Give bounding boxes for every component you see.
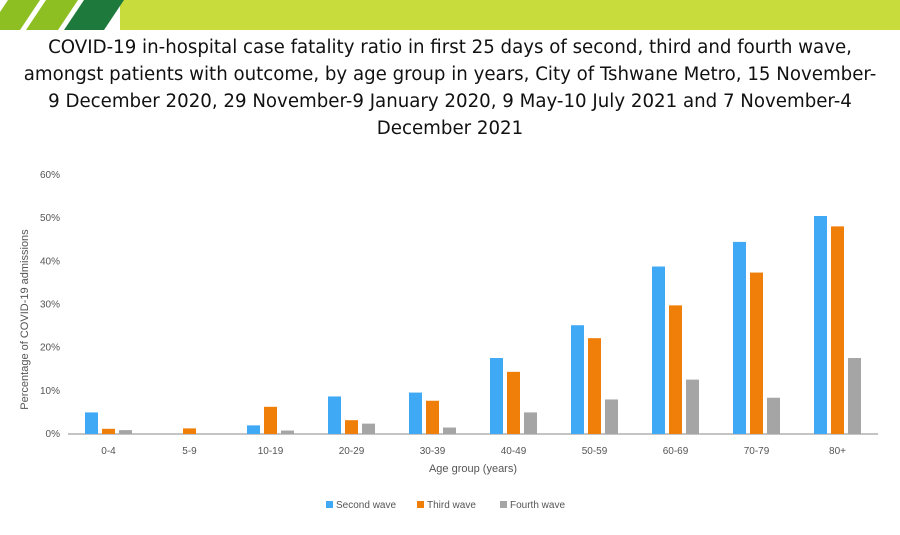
chart-title: COVID-19 in-hospital case fatality ratio… xyxy=(23,37,877,139)
bar xyxy=(831,226,844,434)
bar xyxy=(183,428,196,434)
x-tick-label: 60-69 xyxy=(663,446,689,457)
x-tick-label: 70-79 xyxy=(744,446,770,457)
bar xyxy=(652,266,665,434)
y-tick-label: 20% xyxy=(40,343,60,354)
bar xyxy=(443,427,456,434)
banner-bar xyxy=(120,0,900,30)
bar xyxy=(345,420,358,434)
bar xyxy=(767,397,780,434)
bar xyxy=(686,379,699,434)
bar xyxy=(85,412,98,434)
x-axis-title: Age group (years) xyxy=(429,463,517,475)
y-tick-label: 0% xyxy=(46,429,61,440)
bar xyxy=(281,430,294,434)
bar xyxy=(733,241,746,434)
x-tick-label: 5-9 xyxy=(182,446,197,457)
x-tick-label: 80+ xyxy=(829,446,846,457)
bar xyxy=(264,406,277,434)
bar xyxy=(588,338,601,434)
bar xyxy=(507,371,520,434)
bar xyxy=(524,412,537,434)
banner-stripe xyxy=(64,0,124,30)
bar xyxy=(247,425,260,434)
bar xyxy=(362,423,375,434)
y-tick-label: 50% xyxy=(40,213,60,224)
bar xyxy=(814,216,827,434)
legend-swatch xyxy=(326,501,333,508)
banner-stripe xyxy=(0,0,40,30)
y-tick-label: 60% xyxy=(40,170,60,181)
x-tick-label: 50-59 xyxy=(582,446,608,457)
bar xyxy=(409,392,422,434)
x-tick-label: 10-19 xyxy=(258,446,284,457)
bar xyxy=(102,428,115,434)
y-tick-label: 10% xyxy=(40,386,60,397)
y-tick-label: 40% xyxy=(40,256,60,267)
banner-stripe xyxy=(26,0,78,30)
x-tick-label: 0-4 xyxy=(101,446,116,457)
bar xyxy=(605,399,618,434)
bar xyxy=(426,400,439,434)
legend-label: Fourth wave xyxy=(510,500,565,511)
bar xyxy=(571,325,584,434)
y-tick-label: 30% xyxy=(40,300,60,311)
bar xyxy=(750,272,763,434)
top-banner xyxy=(0,0,900,30)
bar xyxy=(669,305,682,434)
bar xyxy=(119,430,132,434)
x-tick-label: 30-39 xyxy=(420,446,446,457)
bar xyxy=(328,396,341,434)
bar xyxy=(848,358,861,434)
legend-swatch xyxy=(500,501,507,508)
legend-label: Second wave xyxy=(336,500,396,511)
legend-label: Third wave xyxy=(427,500,476,511)
y-axis-title: Percentage of COVID-19 admissions xyxy=(19,229,31,410)
x-tick-label: 40-49 xyxy=(501,446,527,457)
bar xyxy=(490,358,503,434)
legend-swatch xyxy=(417,501,424,508)
x-tick-label: 20-29 xyxy=(339,446,365,457)
